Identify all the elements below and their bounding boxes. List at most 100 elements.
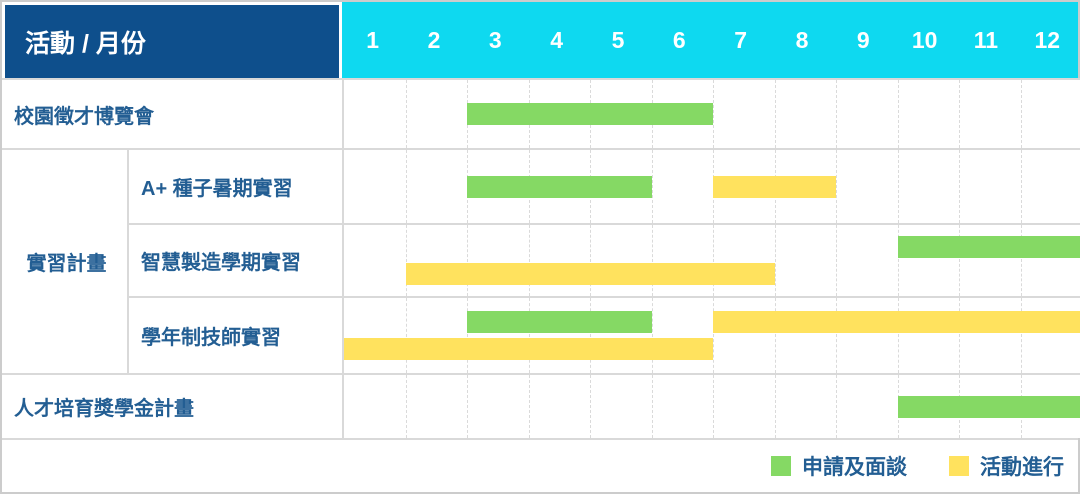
header-title: 活動 / 月份 xyxy=(25,29,146,58)
chart-row-smart-manufacturing-internship xyxy=(342,223,1080,296)
month-gridline xyxy=(405,298,407,373)
month-gridline xyxy=(897,80,899,148)
month-gridline xyxy=(651,225,653,296)
month-gridline xyxy=(836,298,837,373)
month-gridline xyxy=(528,375,530,438)
month-gridline xyxy=(1020,150,1022,223)
row-label-text: 人才培育獎學金計畫 xyxy=(14,398,194,420)
gantt-bar-apply xyxy=(467,175,652,198)
month-gridline xyxy=(836,225,837,296)
month-gridline xyxy=(959,225,960,296)
row-label-smart-manufacturing-internship: 智慧製造學期實習 xyxy=(127,223,342,296)
month-gridline xyxy=(959,150,960,223)
month-gridline xyxy=(959,80,960,148)
month-gridline xyxy=(897,225,899,296)
month-label-4: 4 xyxy=(550,26,564,53)
gantt-lane xyxy=(344,263,1080,285)
month-label-6: 6 xyxy=(672,26,686,53)
month-gridline xyxy=(1020,80,1022,148)
row-label-text: 校園徵才博覽會 xyxy=(14,105,154,128)
month-gridline xyxy=(774,298,776,373)
month-gridline xyxy=(405,225,407,296)
month-gridline xyxy=(651,298,653,373)
group-label-text: 實習計畫 xyxy=(26,253,107,275)
gantt-lane xyxy=(344,103,1080,125)
row-label-text: 學年制技師實習 xyxy=(141,327,281,349)
header-row: 活動 / 月份 1 2 3 4 5 6 7 8 9 10 11 12 xyxy=(2,2,1078,78)
chart-row-talent-scholarship-program xyxy=(342,373,1080,438)
row-label-text: A+ 種子暑期實習 xyxy=(141,178,293,200)
row-label-aplus-summer-internship: A+ 種子暑期實習 xyxy=(127,148,342,223)
gantt-lane xyxy=(344,395,1080,418)
month-label-9: 9 xyxy=(856,26,870,53)
chart-row-year-round-technician-internship xyxy=(342,296,1080,373)
gantt-bar-apply xyxy=(897,395,1080,418)
gantt-bar-ongoing xyxy=(713,175,836,198)
month-gridline xyxy=(713,375,714,438)
legend-item-apply: 申請及面談 xyxy=(771,451,907,481)
month-gridline xyxy=(774,225,776,296)
month-gridline xyxy=(1020,298,1022,373)
month-gridline xyxy=(405,80,407,148)
month-gridline xyxy=(897,150,899,223)
legend-swatch-green xyxy=(771,456,791,476)
month-label-5: 5 xyxy=(611,26,625,53)
legend: 申請及面談 活動進行 xyxy=(2,438,1078,492)
gantt-bar-apply xyxy=(467,311,652,333)
gantt-bar-apply xyxy=(467,103,713,125)
gantt-bar-ongoing xyxy=(713,311,1080,333)
group-label-internship-program: 實習計畫 xyxy=(2,148,127,373)
month-label-11: 11 xyxy=(973,26,999,53)
month-label-2: 2 xyxy=(427,26,441,53)
chart-row-aplus-summer-internship xyxy=(342,148,1080,223)
month-label-10: 10 xyxy=(911,26,938,53)
month-gridline xyxy=(836,375,837,438)
gantt-lane xyxy=(344,236,1080,258)
month-gridline xyxy=(528,298,530,373)
chart-row-campus-fair xyxy=(342,78,1080,148)
gantt-bar-ongoing xyxy=(344,338,713,360)
gantt-bar-ongoing xyxy=(405,263,775,285)
month-gridline xyxy=(836,80,837,148)
month-gridline xyxy=(651,150,653,223)
month-gridline xyxy=(897,298,899,373)
month-label-1: 1 xyxy=(366,26,380,53)
month-label-8: 8 xyxy=(795,26,809,53)
row-label-campus-fair: 校園徵才博覽會 xyxy=(2,78,342,148)
row-label-text: 智慧製造學期實習 xyxy=(141,252,301,274)
month-gridline xyxy=(774,80,776,148)
gantt-lane xyxy=(344,338,1080,360)
month-gridline xyxy=(1020,225,1022,296)
row-label-year-round-technician-internship: 學年制技師實習 xyxy=(127,296,342,373)
legend-item-ongoing: 活動進行 xyxy=(949,451,1064,481)
gantt-bar-apply xyxy=(897,236,1080,258)
month-label-12: 12 xyxy=(1034,26,1061,53)
row-label-talent-scholarship-program: 人才培育獎學金計畫 xyxy=(2,373,342,438)
month-gridline xyxy=(713,225,714,296)
gantt-lane xyxy=(344,311,1080,333)
month-gridline xyxy=(467,375,468,438)
legend-label-ongoing: 活動進行 xyxy=(980,456,1064,479)
month-gridline xyxy=(590,375,591,438)
month-gridline xyxy=(836,150,837,223)
legend-swatch-yellow xyxy=(949,456,969,476)
gantt-lane xyxy=(344,175,1080,198)
month-label-3: 3 xyxy=(488,26,502,53)
month-gridline xyxy=(774,375,776,438)
gantt-body: 校園徵才博覽會 實習計畫 A+ 種子暑期實習 智慧製造學期實習 學年制技師實習 … xyxy=(2,78,1080,438)
month-gridline xyxy=(590,298,591,373)
month-label-7: 7 xyxy=(734,26,748,53)
month-gridline xyxy=(405,150,407,223)
month-gridline xyxy=(651,375,653,438)
month-gridline xyxy=(467,298,468,373)
month-gridline xyxy=(405,375,407,438)
month-gridline xyxy=(467,225,468,296)
month-gridline xyxy=(713,80,714,148)
month-gridline xyxy=(590,225,591,296)
legend-label-apply: 申請及面談 xyxy=(802,456,907,479)
month-gridline xyxy=(528,225,530,296)
activity-month-header: 活動 / 月份 xyxy=(2,2,342,78)
month-header-row: 1 2 3 4 5 6 7 8 9 10 11 12 xyxy=(342,2,1078,78)
month-gridline xyxy=(959,298,960,373)
